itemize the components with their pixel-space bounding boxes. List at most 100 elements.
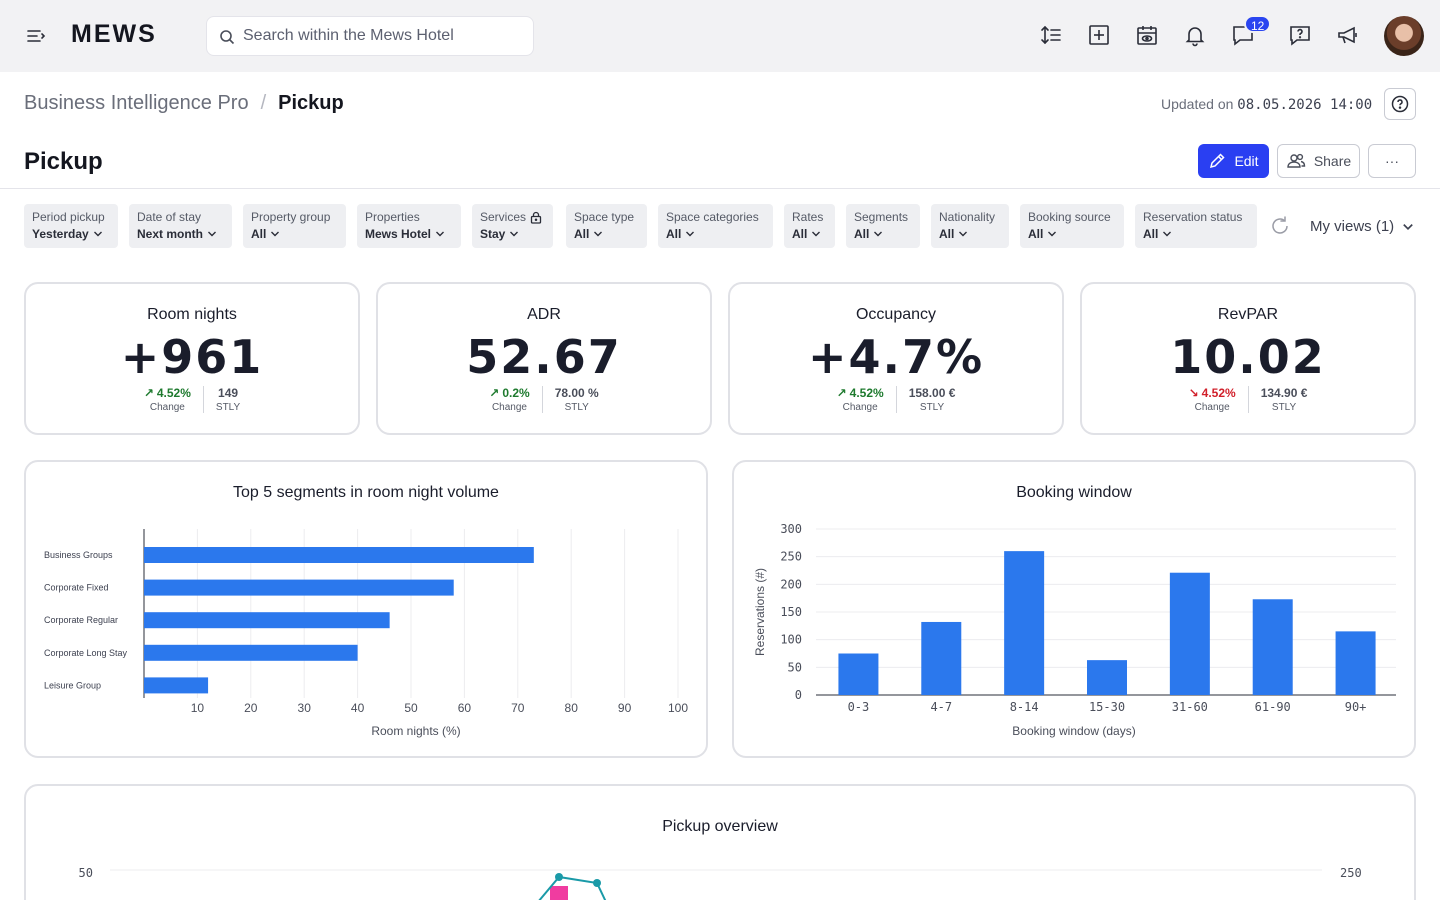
kpi-value: +4.7% [807,330,985,384]
filter-value: Next month [137,227,203,241]
x-tick-label: 31-60 [1172,700,1208,714]
chevron-down-icon [1403,223,1413,230]
arrow-up-right-icon: ↗ [836,386,847,400]
page-title: Pickup [24,148,103,175]
updated-value: 08.05.2026 14:00 [1237,97,1373,113]
bell-icon[interactable] [1182,22,1208,48]
filter-space-categories[interactable]: Space categories All [658,204,773,248]
filter-value: Mews Hotel [365,227,432,241]
bar [144,579,454,596]
page-help-button[interactable] [1384,88,1416,120]
x-axis-label: Booking window (days) [1012,724,1135,738]
filter-label: Date of stay [137,210,202,224]
help-icon[interactable] [1287,22,1313,48]
series-point [593,879,601,887]
breadcrumb-parent[interactable]: Business Intelligence Pro [24,92,249,114]
share-button[interactable]: Share [1277,144,1360,178]
chart-card-pickup-overview: Pickup overview 50 250 [24,784,1416,900]
filter-label: Booking source [1028,210,1111,224]
chevron-down-icon [436,231,445,237]
filter-space-type[interactable]: Space type All [566,204,647,248]
filter-services[interactable]: Services Stay [472,204,553,248]
filter-value: Stay [480,227,506,241]
kpi-stly: 78.00 % [554,386,599,400]
bar [921,621,962,695]
kpi-value: +961 [120,330,264,384]
chevron-down-icon [1048,231,1057,237]
filter-label: Reservation status [1143,210,1243,224]
chevron-down-icon [93,231,102,237]
avatar[interactable] [1384,16,1424,56]
chevron-down-icon [271,231,280,237]
x-tick-label: 20 [244,701,258,715]
y-tick-label: 0 [795,688,802,702]
chart-card-top-segments: Top 5 segments in room night volume 10 20… [24,460,708,758]
y-axis-label: Reservations (#) [753,568,767,656]
kpi-title: ADR [527,306,561,323]
more-options-button[interactable]: ··· [1368,144,1416,178]
mews-logo[interactable]: MEWS [71,20,157,48]
y-tick-label: 250 [780,550,802,564]
filter-value: Yesterday [32,227,89,241]
x-tick-label: 90 [618,701,632,715]
chevron-down-icon [208,231,216,237]
add-icon[interactable] [1086,22,1112,48]
chart-title: Pickup overview [662,818,778,835]
chart-title: Top 5 segments in room night volume [233,484,499,501]
breadcrumb: Business Intelligence Pro / Pickup [24,92,344,115]
chart-card-booking-window: Booking window 0 50 100 150 200 250 300 0-3 4-7 8… [732,460,1416,758]
x-axis-label: Room nights (%) [371,724,460,738]
megaphone-icon[interactable] [1335,22,1361,48]
kpi-stly-label: STLY [1271,402,1297,413]
sort-icon[interactable] [1038,22,1064,48]
reset-filters-icon[interactable] [1268,214,1292,238]
kpi-change: 4.52% [156,386,191,400]
x-tick-label: 70 [511,701,525,715]
filter-property-group[interactable]: Property group All [243,204,346,248]
x-tick-label: 0-3 [848,700,870,714]
notification-badge: 12 [1244,15,1272,33]
filter-booking-source[interactable]: Booking source All [1020,204,1124,248]
kpi-stly: 134.90 € [1260,386,1308,400]
kpi-change-label: Change [842,402,878,413]
kpi-stly: 158.00 € [908,386,956,400]
x-tick-label: 30 [298,701,312,715]
calendar-view-icon[interactable] [1134,22,1160,48]
y-tick-label: Corporate Fixed [44,583,109,593]
filter-value: All [854,227,870,241]
updated-timestamp: Updated on 08.05.2026 14:00 [1161,96,1372,113]
kpi-value: 52.67 [466,330,622,384]
filter-date-of-stay[interactable]: Date of stay Next month [129,204,232,248]
top-segments-chart: 10 20 30 40 50 60 70 80 90 100 Business Groups Corp… [44,529,688,738]
edit-button[interactable]: Edit [1198,144,1269,178]
filter-value: All [666,227,682,241]
kpi-card-revpar: RevPAR 10.02 ↘ 4.52% Change 134.90 € STLY [1080,282,1416,435]
bar [1335,631,1376,695]
filter-reservation-status[interactable]: Reservation status All [1135,204,1257,248]
series-point [555,873,563,881]
top-bar: MEWS 12 [0,0,1440,72]
search-input[interactable] [243,17,523,55]
breadcrumb-separator: / [260,92,267,114]
x-tick-label: 100 [668,701,688,715]
more-options-label: ··· [1385,153,1399,169]
kpi-card-room-nights: Room nights +961 ↗ 4.52% Change 149 STLY [24,282,360,435]
filter-nationality[interactable]: Nationality All [931,204,1009,248]
y-tick-label-right: 250 [1340,866,1362,880]
bar [838,653,879,695]
my-views-dropdown[interactable]: My views (1) [1310,218,1414,235]
filter-segments[interactable]: Segments All [846,204,920,248]
x-tick-label: 8-14 [1010,700,1039,714]
series-line [538,875,607,900]
filter-rates[interactable]: Rates All [784,204,835,248]
y-tick-label: Corporate Long Stay [44,648,128,658]
kpi-change-label: Change [1194,402,1230,413]
search-box[interactable] [206,16,534,56]
filter-properties[interactable]: Properties Mews Hotel [357,204,461,248]
y-tick-label: 50 [788,660,802,674]
kpi-stly-label: STLY [564,402,589,413]
menu-icon[interactable] [24,24,48,48]
bar [144,644,358,661]
filter-period-pickup[interactable]: Period pickup Yesterday [24,204,118,248]
filter-value: All [1028,227,1044,241]
